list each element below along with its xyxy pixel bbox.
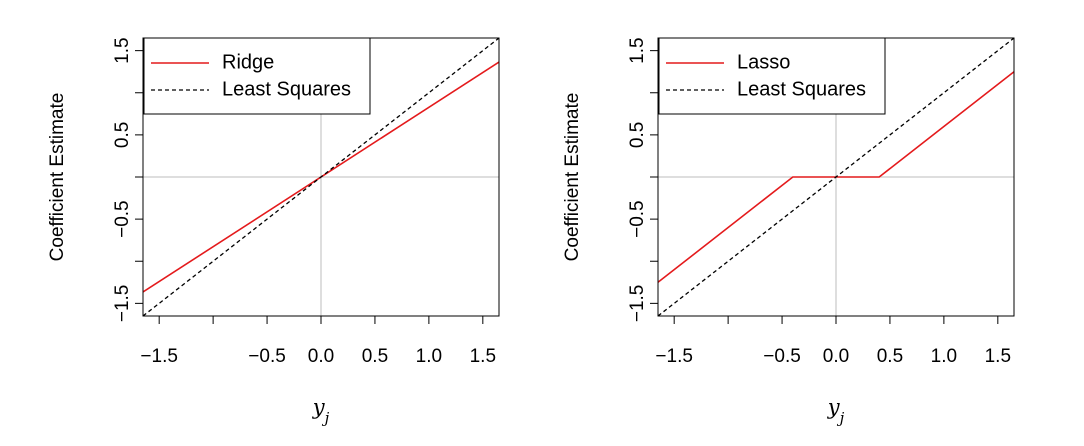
ridge-y-tick-label: −1.5 <box>112 285 133 323</box>
ridge-series-least-squares <box>143 38 499 316</box>
ridge-x-tick-label: 1.0 <box>416 346 442 367</box>
ridge-x-tick-label: 0.0 <box>308 346 334 367</box>
ridge-y-axis-title: Coefficient Estimate <box>47 93 68 262</box>
ridge-legend-box <box>143 37 371 115</box>
lasso-x-tick-label: 1.5 <box>985 346 1011 367</box>
ridge-y-tick-label: 0.5 <box>112 122 133 148</box>
lasso-x-tick-label: −1.5 <box>655 346 693 367</box>
lasso-x-tick-label: −0.5 <box>763 346 801 367</box>
lasso-legend: Lasso Least Squares <box>658 37 886 115</box>
ridge-x-tick-label: 0.5 <box>362 346 388 367</box>
lasso-y-tick-label: −0.5 <box>627 200 648 238</box>
lasso-x-tick-label: 0.5 <box>877 346 903 367</box>
ridge-panel: −1.5 −0.5 0.0 0.5 1.0 1.5 −1.5 −0.5 0.5 1.5 Coeffi… <box>47 37 500 427</box>
lasso-x-tick-label: 1.0 <box>931 346 957 367</box>
lasso-series-least-squares <box>658 38 1014 316</box>
ridge-x-tick-label: −0.5 <box>248 346 286 367</box>
ridge-x-tick-label: −1.5 <box>140 346 178 367</box>
lasso-y-tick-label: −1.5 <box>627 285 648 323</box>
lasso-x-axis-title: yj <box>827 395 845 427</box>
lasso-y-tick-label: 0.5 <box>627 122 648 148</box>
ridge-x-tick-label: 1.5 <box>470 346 496 367</box>
ridge-legend-label: Ridge <box>222 51 274 73</box>
lasso-y-tick-label: 1.5 <box>627 37 648 63</box>
lasso-y-axis-title: Coefficient Estimate <box>562 93 583 262</box>
ridge-y-tick-label: 1.5 <box>112 37 133 63</box>
ridge-y-tick-label: −0.5 <box>112 200 133 238</box>
lasso-x-tick-label: 0.0 <box>823 346 849 367</box>
ridge-x-axis-title: yj <box>312 395 330 427</box>
lasso-legend-label: Least Squares <box>737 78 866 100</box>
ridge-legend-label: Least Squares <box>222 78 351 100</box>
lasso-legend-box <box>658 37 886 115</box>
lasso-panel: −1.5 −0.5 0.0 0.5 1.0 1.5 −1.5 −0.5 0.5 1.5 Coeffi… <box>562 37 1015 427</box>
ridge-legend: Ridge Least Squares <box>143 37 371 115</box>
lasso-legend-label: Lasso <box>737 51 790 73</box>
